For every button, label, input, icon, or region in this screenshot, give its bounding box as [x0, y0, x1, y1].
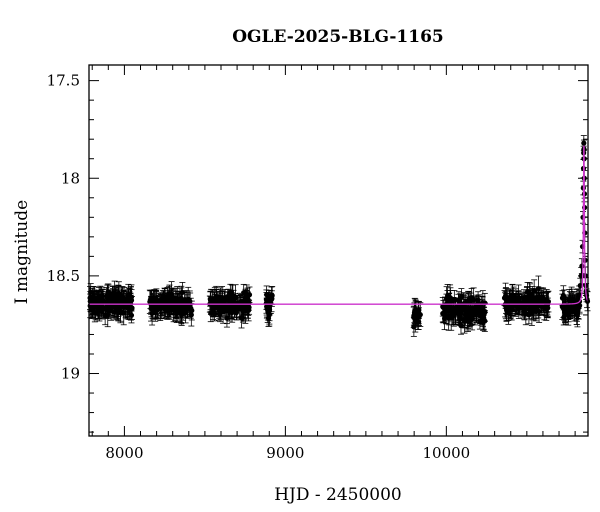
data-point: [471, 297, 477, 303]
plot-frame: [88, 64, 589, 437]
x-axis-label: HJD - 2450000: [274, 485, 402, 505]
data-point: [511, 296, 517, 303]
data-point: [178, 297, 184, 303]
data-point: [524, 288, 531, 294]
data-point: [468, 311, 474, 317]
data-point: [440, 304, 446, 310]
data-point: [475, 300, 482, 306]
data-point: [126, 300, 132, 307]
data-point: [121, 310, 127, 316]
data-point: [414, 315, 420, 321]
data-point: [120, 296, 127, 302]
data-points: [87, 275, 583, 337]
data-point: [501, 295, 508, 301]
data-point: [523, 311, 529, 317]
data-point: [162, 302, 169, 308]
data-point: [458, 304, 464, 310]
x-tick-label: 9000: [266, 444, 304, 462]
data-point: [184, 306, 190, 313]
data-point: [208, 299, 214, 305]
data-point: [544, 297, 550, 304]
data-point: [179, 311, 185, 318]
axis-ticks: 8000 9000 10000 17.5 18 18.5 19: [47, 65, 588, 462]
data-point: [472, 305, 478, 311]
model-curve: [89, 145, 589, 305]
data-point: [541, 305, 547, 311]
data-point: [158, 298, 164, 304]
data-point: [574, 311, 580, 317]
data-point: [266, 296, 272, 302]
data-point: [529, 291, 535, 297]
data-point: [236, 304, 243, 310]
data-point: [102, 312, 108, 318]
data-point: [515, 303, 521, 309]
data-point: [245, 307, 251, 313]
data-point: [217, 298, 223, 304]
y-tick-label: 19: [61, 365, 80, 383]
y-tick-label: 18.5: [47, 267, 80, 285]
x-tick-label: 8000: [105, 444, 143, 462]
data-point: [245, 295, 251, 302]
data-point: [458, 323, 464, 329]
data-point: [450, 306, 457, 312]
data-point: [148, 306, 154, 312]
data-point: [105, 289, 112, 295]
data-point: [412, 308, 418, 314]
data-point: [565, 312, 571, 319]
data-point: [268, 300, 274, 306]
data-point: [90, 294, 96, 300]
data-point: [572, 307, 578, 313]
chart-title: OGLE-2025-BLG-1165: [232, 27, 444, 47]
y-tick-label: 18: [61, 169, 80, 187]
data-point: [448, 299, 454, 305]
data-point: [225, 297, 231, 303]
x-tick-label: 10000: [422, 444, 470, 462]
data-point: [535, 285, 542, 292]
data-point: [440, 310, 446, 317]
event-point: [576, 292, 582, 299]
event-point: [579, 263, 585, 269]
y-axis-label: I magnitude: [12, 200, 32, 304]
y-tick-label: 17.5: [47, 72, 80, 90]
data-point: [265, 315, 272, 321]
data-point: [526, 302, 532, 308]
data-point: [116, 293, 122, 299]
